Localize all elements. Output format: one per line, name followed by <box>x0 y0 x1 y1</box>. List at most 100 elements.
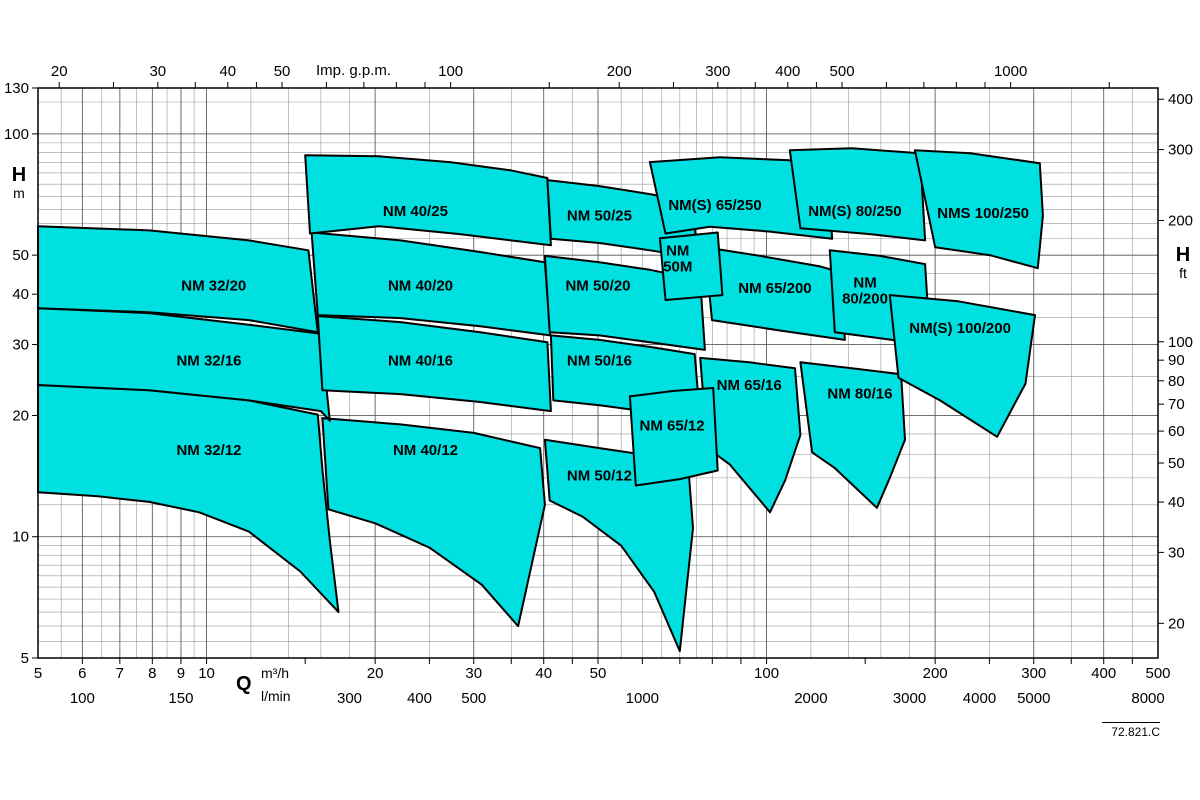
svg-text:4000: 4000 <box>963 690 996 707</box>
svg-text:50: 50 <box>590 665 607 682</box>
pump-region-nm-32-16 <box>37 307 331 422</box>
svg-text:6: 6 <box>78 665 86 682</box>
svg-text:150: 150 <box>168 690 193 707</box>
svg-text:40: 40 <box>12 286 29 303</box>
svg-text:20: 20 <box>367 665 384 682</box>
svg-text:60: 60 <box>1168 423 1185 440</box>
pump-region-nm-s-100-200 <box>888 294 1036 438</box>
svg-text:NM 40/25: NM 40/25 <box>383 203 448 220</box>
left-axis-title: H m <box>6 164 32 201</box>
pump-region-nm-65-12 <box>628 387 719 487</box>
svg-text:NM 80/16: NM 80/16 <box>827 385 892 402</box>
svg-text:NM 32/12: NM 32/12 <box>176 442 241 459</box>
svg-text:9: 9 <box>177 665 185 682</box>
region-labels: NM 32/12 NM 40/12 NM 50/12 NM 32/16 NM 40/16… <box>176 197 1029 484</box>
svg-text:1000: 1000 <box>994 63 1027 80</box>
svg-text:NM 65/12: NM 65/12 <box>640 417 705 434</box>
pump-region-nm-40-12 <box>321 417 546 628</box>
svg-text:100: 100 <box>1168 334 1193 351</box>
svg-text:70: 70 <box>1168 396 1185 413</box>
svg-text:NM 40/12: NM 40/12 <box>393 442 458 459</box>
svg-text:30: 30 <box>12 337 29 354</box>
svg-text:100: 100 <box>438 63 463 80</box>
right-axis-letter: H <box>1175 244 1191 266</box>
svg-text:100: 100 <box>4 126 29 143</box>
svg-text:50M: 50M <box>663 259 692 276</box>
svg-text:30: 30 <box>149 63 166 80</box>
svg-text:40: 40 <box>219 63 236 80</box>
svg-text:50: 50 <box>274 63 291 80</box>
doc-number-divider <box>1102 722 1160 723</box>
svg-text:80: 80 <box>1168 373 1185 390</box>
bottom-axis-unit-m3h: m³/h <box>261 665 289 681</box>
svg-text:NM: NM <box>853 274 876 291</box>
svg-text:NM 50/12: NM 50/12 <box>567 467 632 484</box>
svg-text:5: 5 <box>21 650 29 667</box>
svg-text:50: 50 <box>1168 455 1185 472</box>
svg-text:2000: 2000 <box>794 690 827 707</box>
svg-text:30: 30 <box>465 665 482 682</box>
pump-region-nms-100-250 <box>913 149 1044 270</box>
svg-text:300: 300 <box>1168 142 1193 159</box>
svg-text:5: 5 <box>34 665 42 682</box>
svg-text:100: 100 <box>754 665 779 682</box>
pump-region-nm-80-16 <box>799 361 906 509</box>
svg-text:NM(S) 100/200: NM(S) 100/200 <box>909 320 1011 337</box>
pump-region-nm-s-80-250 <box>788 147 927 242</box>
doc-number: 72.821.C <box>1111 725 1160 739</box>
svg-text:300: 300 <box>705 63 730 80</box>
svg-text:90: 90 <box>1168 352 1185 369</box>
right-axis-unit: ft <box>1179 265 1187 281</box>
svg-text:NM 50/25: NM 50/25 <box>567 207 632 224</box>
svg-text:NM: NM <box>666 243 689 260</box>
svg-text:NM 32/16: NM 32/16 <box>176 352 241 369</box>
svg-text:200: 200 <box>923 665 948 682</box>
pump-region-nm-32-12 <box>37 384 340 614</box>
svg-text:30: 30 <box>1168 544 1185 561</box>
svg-text:400: 400 <box>775 63 800 80</box>
svg-text:NM 50/16: NM 50/16 <box>567 352 632 369</box>
pump-region-nm-s-65-250 <box>648 156 834 240</box>
svg-text:400: 400 <box>1091 665 1116 682</box>
svg-text:40: 40 <box>1168 494 1185 511</box>
svg-text:NM 40/16: NM 40/16 <box>388 352 453 369</box>
svg-text:10: 10 <box>12 529 29 546</box>
svg-text:20: 20 <box>12 407 29 424</box>
svg-text:NM 65/200: NM 65/200 <box>738 280 811 297</box>
svg-text:NM 32/20: NM 32/20 <box>181 278 246 295</box>
svg-text:7: 7 <box>116 665 124 682</box>
svg-text:3000: 3000 <box>893 690 926 707</box>
bottom-axis-letter: Q <box>236 673 252 695</box>
svg-text:8: 8 <box>148 665 156 682</box>
pump-region-nm-40-25 <box>304 154 552 247</box>
svg-text:10: 10 <box>198 665 215 682</box>
svg-text:500: 500 <box>1145 665 1170 682</box>
svg-text:1000: 1000 <box>626 690 659 707</box>
svg-text:200: 200 <box>607 63 632 80</box>
svg-text:20: 20 <box>51 63 68 80</box>
bottom-axis-unit-lmin: l/min <box>261 688 291 704</box>
svg-text:8000: 8000 <box>1131 690 1164 707</box>
svg-text:500: 500 <box>830 63 855 80</box>
svg-text:NM(S) 80/250: NM(S) 80/250 <box>808 203 901 220</box>
svg-text:500: 500 <box>461 690 486 707</box>
svg-text:300: 300 <box>1021 665 1046 682</box>
left-axis-letter: H <box>11 164 27 186</box>
svg-text:50: 50 <box>12 247 29 264</box>
pump-region-nm-40-20 <box>310 231 552 337</box>
svg-text:NMS 100/250: NMS 100/250 <box>937 205 1029 222</box>
svg-text:100: 100 <box>70 690 95 707</box>
pump-region-nm-32-20 <box>37 225 319 334</box>
svg-text:NM 65/16: NM 65/16 <box>717 377 782 394</box>
svg-text:5000: 5000 <box>1017 690 1050 707</box>
svg-text:400: 400 <box>1168 91 1193 108</box>
pump-region-nm-50m <box>658 231 724 301</box>
svg-text:NM 50/20: NM 50/20 <box>565 277 630 294</box>
svg-text:80/200: 80/200 <box>842 290 888 307</box>
pump-regions <box>37 147 1044 653</box>
svg-text:130: 130 <box>4 80 29 97</box>
svg-text:NM 40/20: NM 40/20 <box>388 277 453 294</box>
svg-text:200: 200 <box>1168 212 1193 229</box>
svg-text:300: 300 <box>337 690 362 707</box>
